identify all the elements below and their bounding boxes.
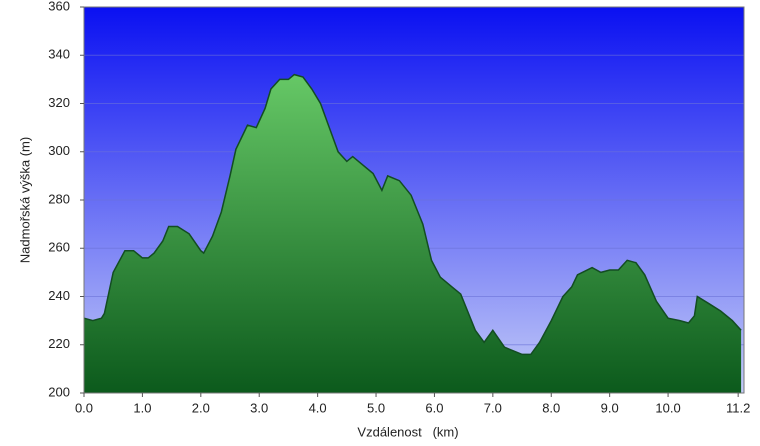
- y-axis-label: Nadmořská výška (m): [17, 137, 32, 263]
- y-tick-label: 320: [48, 95, 70, 110]
- y-tick-label: 300: [48, 143, 70, 158]
- x-tick-label: 5.0: [367, 400, 385, 415]
- x-axis-label: Vzdálenost (km): [357, 424, 458, 439]
- x-tick-label: 2.0: [192, 400, 210, 415]
- x-tick-label: 3.0: [250, 400, 268, 415]
- area-line: [83, 73, 742, 356]
- x-tick-label: 7.0: [484, 400, 502, 415]
- x-tick-label: 8.0: [542, 400, 560, 415]
- area-fill: [84, 74, 742, 393]
- x-tick-label: 9.0: [601, 400, 619, 415]
- y-tick-label: 240: [48, 288, 70, 303]
- x-tick-label: 1.0: [133, 400, 151, 415]
- x-tick-label: 10.0: [655, 400, 680, 415]
- y-tick-label: 360: [48, 0, 70, 13]
- y-tick-label: 340: [48, 47, 70, 62]
- y-tick-label: 280: [48, 191, 70, 206]
- y-tick-label: 200: [48, 384, 70, 399]
- x-tick-label: 6.0: [425, 400, 443, 415]
- x-tick-label: 11.2: [726, 400, 750, 415]
- y-tick-label: 220: [48, 336, 70, 351]
- x-tick-label: 0.0: [75, 400, 93, 415]
- x-tick-label: 4.0: [309, 400, 327, 415]
- y-tick-label: 260: [48, 240, 70, 255]
